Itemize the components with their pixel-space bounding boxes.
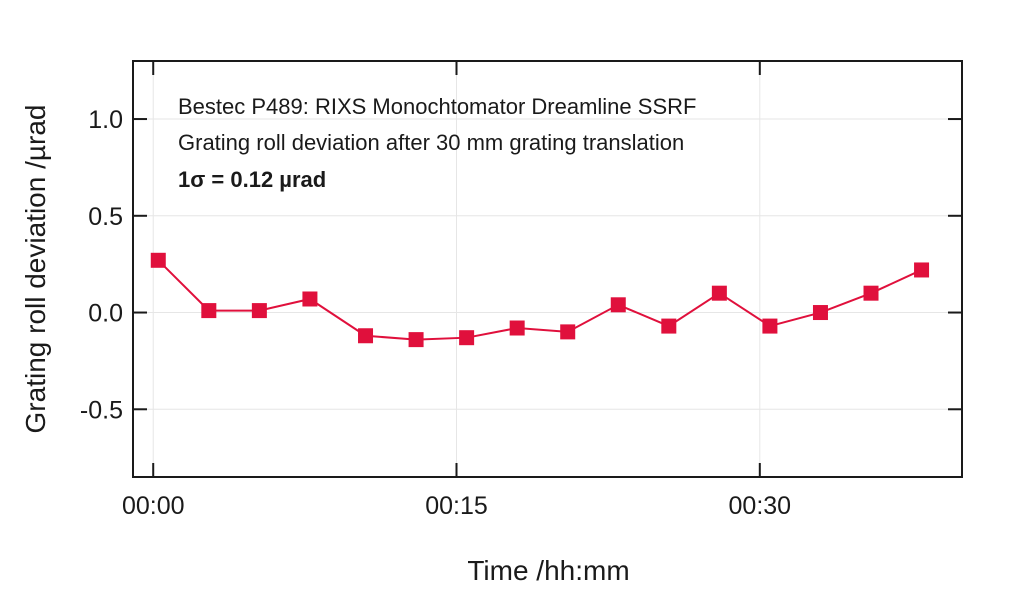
annotation-sigma: 1σ = 0.12 µrad: [178, 167, 326, 192]
data-point: [914, 262, 930, 278]
y-tick-label: 0.0: [88, 300, 123, 328]
series-line: [157, 259, 922, 341]
series-line-layer: [157, 259, 922, 341]
data-markers: [150, 252, 930, 348]
data-point: [812, 305, 828, 321]
grid: [133, 61, 962, 477]
x-tick-label: 00:15: [425, 492, 488, 520]
x-axis-title: Time /hh:mm: [467, 555, 629, 586]
data-point: [711, 285, 727, 301]
data-point: [560, 324, 576, 340]
x-tick-label: 00:30: [729, 492, 792, 520]
data-point: [302, 291, 318, 307]
data-point: [509, 320, 525, 336]
y-tick-label: 1.0: [88, 106, 123, 134]
data-point: [408, 332, 424, 348]
x-tick-label: 00:00: [122, 492, 185, 520]
y-axis-title: Grating roll deviation /µrad: [20, 105, 51, 434]
plot-frame: [132, 60, 963, 478]
y-tick-label: -0.5: [80, 396, 123, 424]
data-point: [251, 303, 267, 319]
annotation-title: Bestec P489: RIXS Monochtomator Dreamlin…: [178, 94, 696, 119]
data-point: [610, 297, 626, 313]
data-point: [459, 330, 475, 346]
data-point: [762, 318, 778, 334]
annotation-subtitle: Grating roll deviation after 30 mm grati…: [178, 130, 684, 155]
data-point: [150, 252, 166, 268]
y-tick-label: 0.5: [88, 203, 123, 231]
data-point: [863, 285, 879, 301]
axis-ticks: [133, 61, 962, 477]
data-point: [358, 328, 374, 344]
data-point: [661, 318, 677, 334]
data-point: [201, 303, 217, 319]
